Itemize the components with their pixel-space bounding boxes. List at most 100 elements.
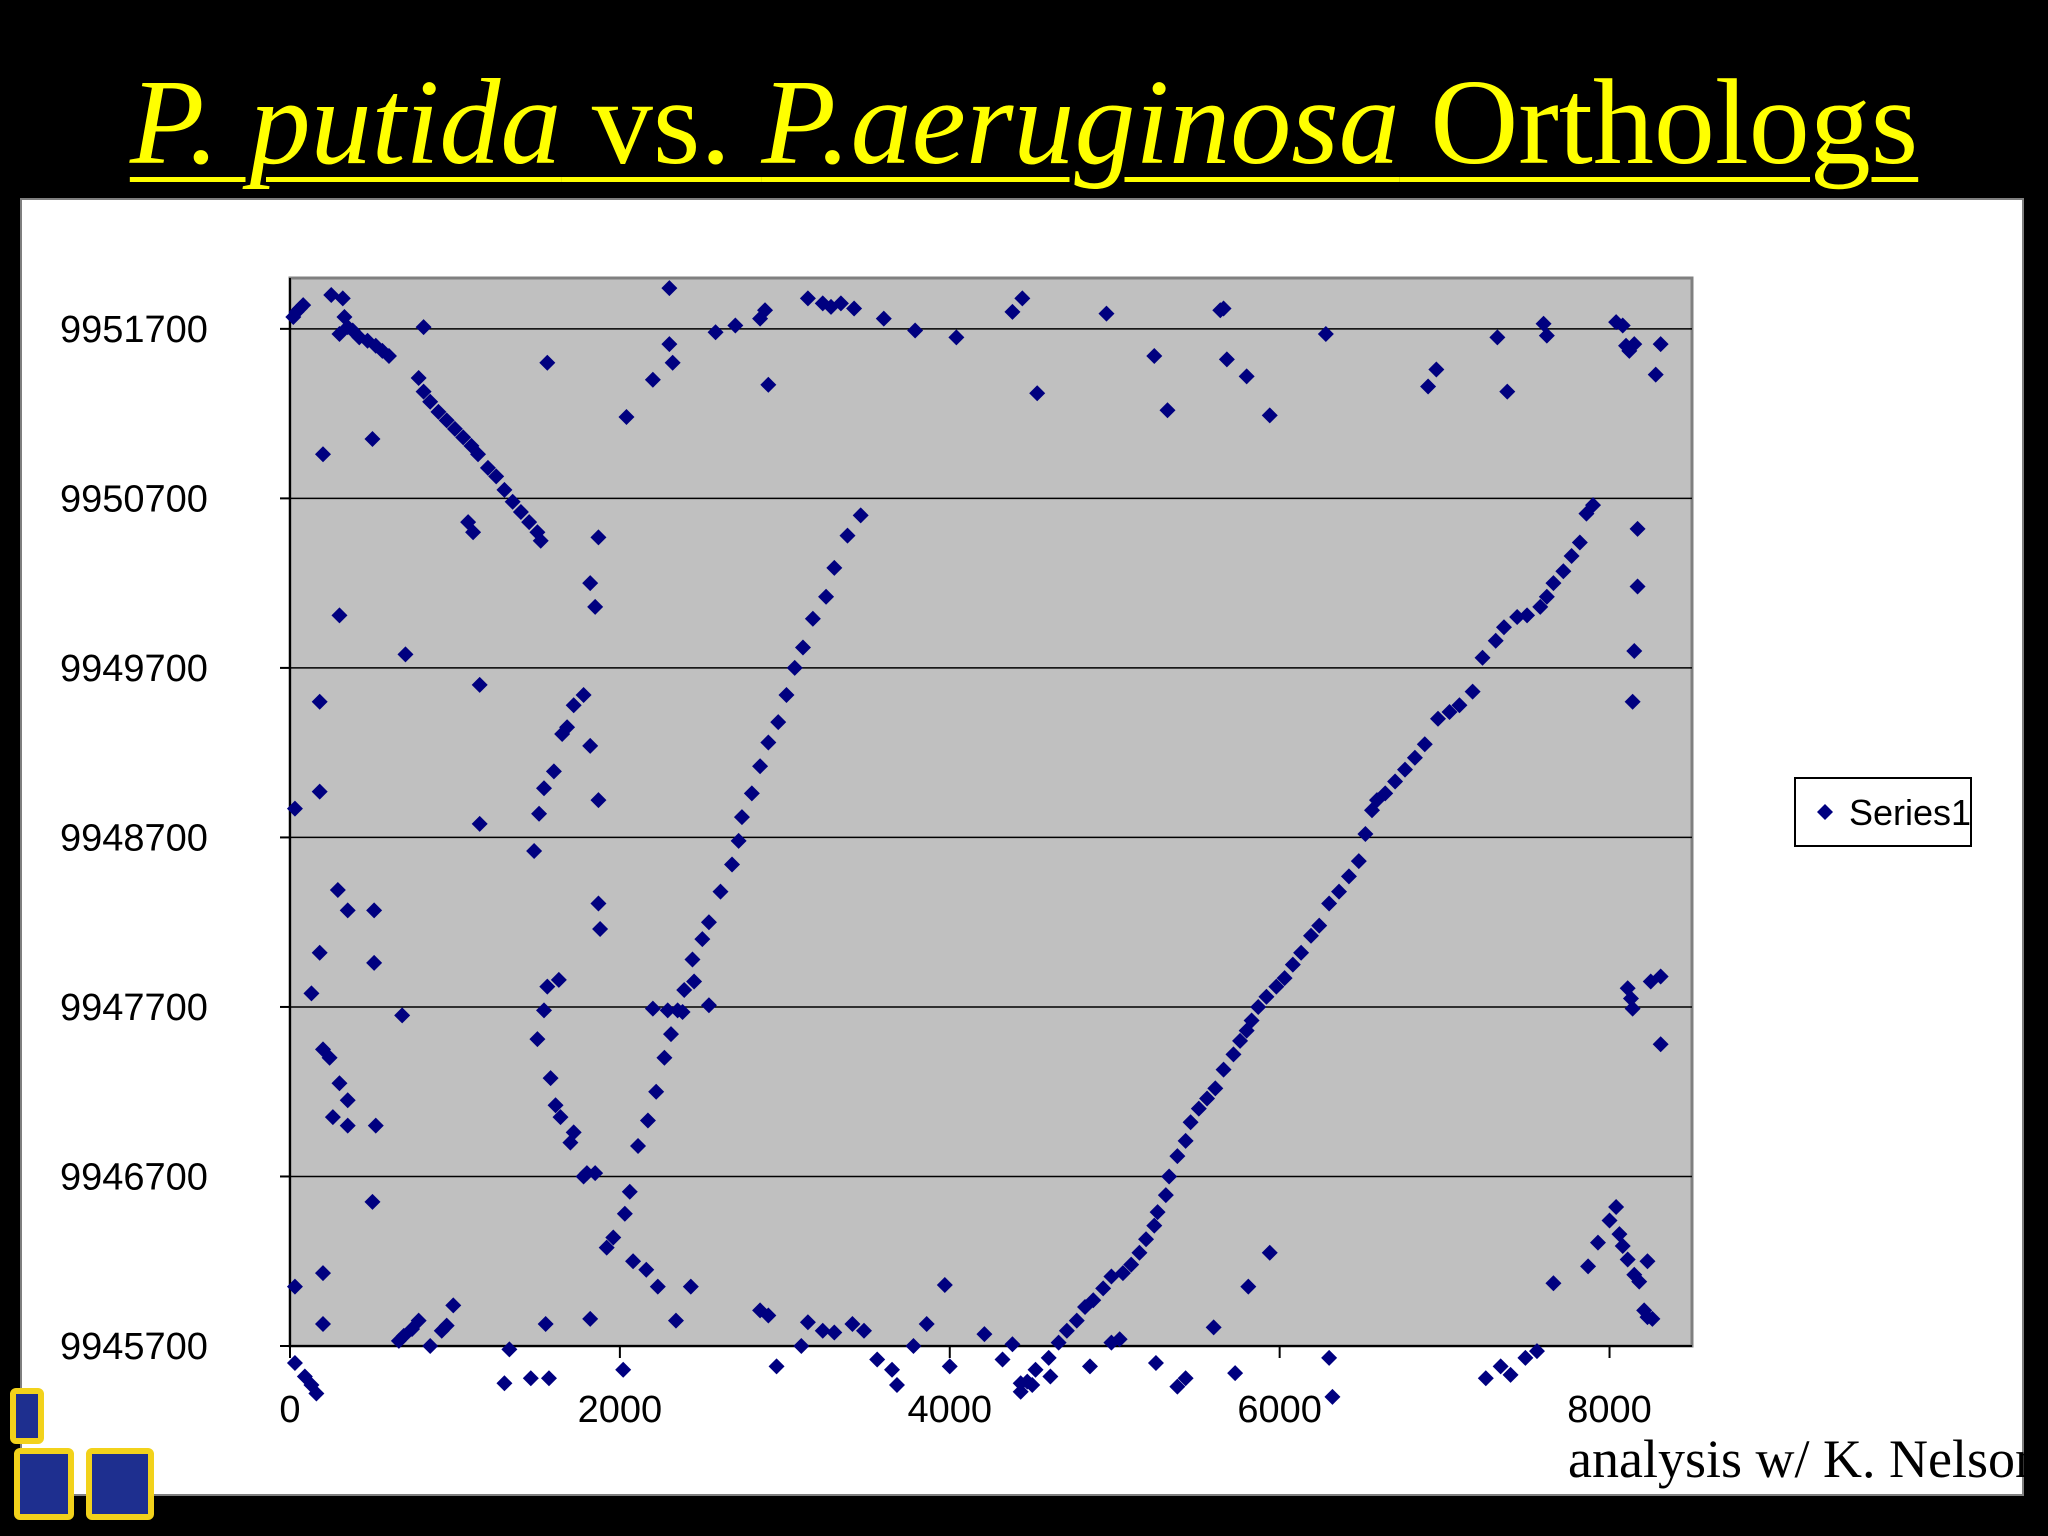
data-point xyxy=(496,1375,513,1392)
data-point xyxy=(918,1315,935,1332)
data-point xyxy=(552,1109,569,1126)
data-point xyxy=(1441,703,1458,720)
data-point xyxy=(1182,1114,1199,1131)
data-point xyxy=(1652,1036,1669,1053)
data-point xyxy=(1012,1383,1029,1400)
data-point xyxy=(465,524,482,541)
data-point xyxy=(1538,588,1555,605)
data-point xyxy=(1622,990,1639,1007)
data-point xyxy=(1302,927,1319,944)
data-point xyxy=(537,1315,554,1332)
data-point xyxy=(565,697,582,714)
data-point xyxy=(1114,1265,1131,1282)
data-point xyxy=(1050,1334,1067,1351)
data-point xyxy=(1169,1378,1186,1395)
x-tick-label: 6000 xyxy=(1237,1389,1322,1431)
data-point xyxy=(1077,1299,1094,1316)
data-point xyxy=(590,895,607,912)
data-point xyxy=(430,403,447,420)
data-point xyxy=(1138,1231,1155,1248)
data-point xyxy=(1629,520,1646,537)
data-point xyxy=(582,737,599,754)
data-point xyxy=(471,815,488,832)
data-point xyxy=(686,973,703,990)
data-point xyxy=(540,1370,557,1387)
data-point xyxy=(1169,1148,1186,1165)
data-point xyxy=(590,792,607,809)
data-point xyxy=(905,1338,922,1354)
data-point xyxy=(700,997,717,1014)
data-point xyxy=(550,971,567,988)
data-point xyxy=(814,295,831,312)
data-point xyxy=(521,514,538,531)
data-point xyxy=(1340,868,1357,885)
data-point xyxy=(314,446,331,463)
data-point xyxy=(1639,1253,1656,1270)
data-point xyxy=(1218,351,1235,368)
data-point xyxy=(410,370,427,387)
data-point xyxy=(314,1265,331,1282)
data-point xyxy=(1324,1388,1341,1405)
data-point xyxy=(311,944,328,961)
chart-panel: 9945700 9946700 9947700 9948700 9949700 99507… xyxy=(20,198,2024,1496)
data-point xyxy=(1040,1349,1057,1366)
data-point xyxy=(1652,968,1669,985)
data-point xyxy=(799,1314,816,1331)
data-point xyxy=(575,687,592,704)
data-point xyxy=(331,1075,348,1092)
data-point xyxy=(1215,300,1232,317)
data-point xyxy=(1538,327,1555,344)
data-point xyxy=(1624,1000,1641,1017)
data-point xyxy=(1509,609,1526,626)
data-point xyxy=(1474,649,1491,666)
data-point xyxy=(415,383,432,400)
data-point xyxy=(884,1361,901,1378)
data-point xyxy=(364,1193,381,1210)
data-point xyxy=(1205,1319,1222,1336)
data-point xyxy=(531,805,548,822)
data-point xyxy=(1580,1258,1597,1275)
data-point xyxy=(659,1002,676,1019)
analysis-credit: analysis w/ K. Nelson xyxy=(1568,1429,2042,1489)
data-point xyxy=(639,1112,656,1129)
data-point xyxy=(1311,917,1328,934)
data-point xyxy=(578,1165,595,1182)
data-point xyxy=(661,336,678,353)
data-point xyxy=(1428,361,1445,378)
data-point xyxy=(1177,1132,1194,1149)
data-point xyxy=(587,1165,604,1182)
data-point xyxy=(1095,1280,1112,1297)
data-point xyxy=(366,902,383,919)
data-point xyxy=(1232,1032,1249,1049)
data-point xyxy=(445,1297,462,1314)
data-point xyxy=(1563,548,1580,565)
x-tick-label: 4000 xyxy=(907,1389,992,1431)
data-point xyxy=(1238,368,1255,385)
data-point xyxy=(1238,1022,1255,1039)
data-point xyxy=(286,1354,303,1371)
data-point xyxy=(1103,1268,1120,1285)
y-tick-label: 9946700 xyxy=(60,1156,208,1198)
data-point xyxy=(1227,1365,1244,1382)
x-tick-label: 8000 xyxy=(1567,1389,1652,1431)
data-point xyxy=(295,297,312,314)
data-point xyxy=(311,783,328,800)
title-suffix: Orthologs xyxy=(1399,55,1919,190)
data-point xyxy=(488,468,505,485)
data-point xyxy=(752,758,769,775)
data-point xyxy=(1029,385,1046,402)
data-point xyxy=(1626,642,1643,659)
data-point xyxy=(542,1070,559,1087)
data-point xyxy=(1420,378,1437,395)
data-point xyxy=(1042,1368,1059,1385)
data-point xyxy=(618,409,635,426)
data-point xyxy=(1098,305,1115,322)
data-point xyxy=(1608,1198,1625,1215)
data-point xyxy=(286,800,303,817)
data-point xyxy=(1589,1234,1606,1251)
data-point xyxy=(757,302,774,319)
data-point xyxy=(446,420,463,437)
data-point xyxy=(364,431,381,448)
data-point xyxy=(1149,1204,1166,1221)
data-point xyxy=(1528,1343,1545,1360)
